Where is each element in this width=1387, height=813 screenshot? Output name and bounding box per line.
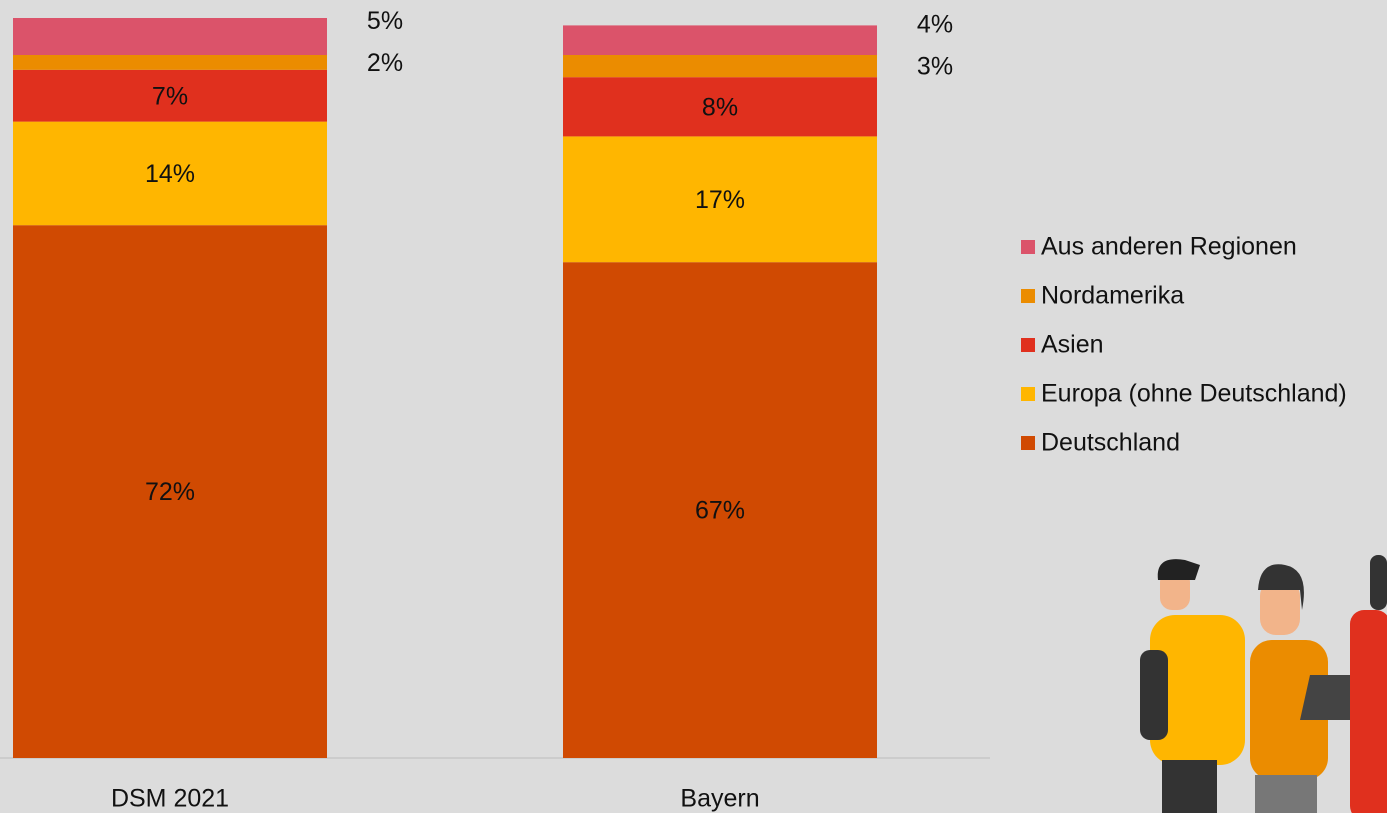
value-label: 5% <box>367 7 403 35</box>
bar-segment <box>13 55 327 70</box>
x-tick-label: DSM 2021 <box>111 785 229 813</box>
value-label: 4% <box>917 11 953 39</box>
value-label: 17% <box>695 186 745 214</box>
bar-segment <box>563 25 877 55</box>
legend-swatch <box>1021 240 1035 254</box>
value-label: 2% <box>367 49 403 77</box>
legend-swatch <box>1021 436 1035 450</box>
legend-label: Nordamerika <box>1041 282 1184 310</box>
legend-label: Aus anderen Regionen <box>1041 233 1297 261</box>
bar-segment <box>563 55 877 77</box>
legend-label: Europa (ohne Deutschland) <box>1041 380 1347 408</box>
legend-label: Asien <box>1041 331 1104 359</box>
page: 72% 14% 7% 2% 5% DSM 2021 67% 17% 8% 3% 4% Bayern De… <box>0 0 1387 813</box>
value-label: 7% <box>152 82 188 110</box>
x-tick-label: Bayern <box>680 785 759 813</box>
value-label: 8% <box>702 93 738 121</box>
value-label: 14% <box>145 160 195 188</box>
legend-swatch <box>1021 289 1035 303</box>
value-label: 72% <box>145 478 195 506</box>
value-label: 3% <box>917 53 953 81</box>
legend-swatch <box>1021 387 1035 401</box>
legend-label: Deutschland <box>1041 429 1180 457</box>
value-label: 67% <box>695 497 745 525</box>
chart: 72% 14% 7% 2% 5% DSM 2021 67% 17% 8% 3% 4% Bayern De… <box>0 0 1387 813</box>
legend-swatch <box>1021 338 1035 352</box>
bar-segment <box>13 18 327 55</box>
